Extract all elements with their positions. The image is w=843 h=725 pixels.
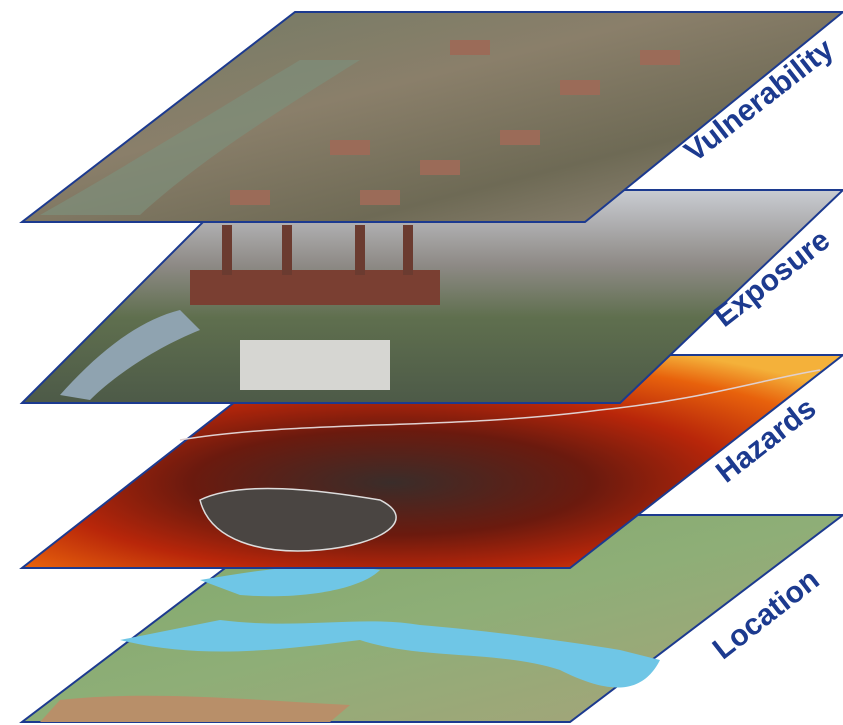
chimney [282,225,292,275]
houses [230,40,680,205]
land [40,695,350,722]
building [240,340,390,390]
flood-water [40,60,360,215]
chimney [403,225,413,275]
building [190,270,440,305]
sea [200,565,380,597]
chimney [222,225,232,275]
chimney [355,225,365,275]
hazards-layer [19,354,843,569]
layer-plane [19,11,843,223]
river [60,310,200,400]
contour [179,369,821,441]
vulnerability-layer [19,11,843,223]
contour [199,487,397,552]
sea [120,620,660,688]
exposure-layer [19,189,843,404]
